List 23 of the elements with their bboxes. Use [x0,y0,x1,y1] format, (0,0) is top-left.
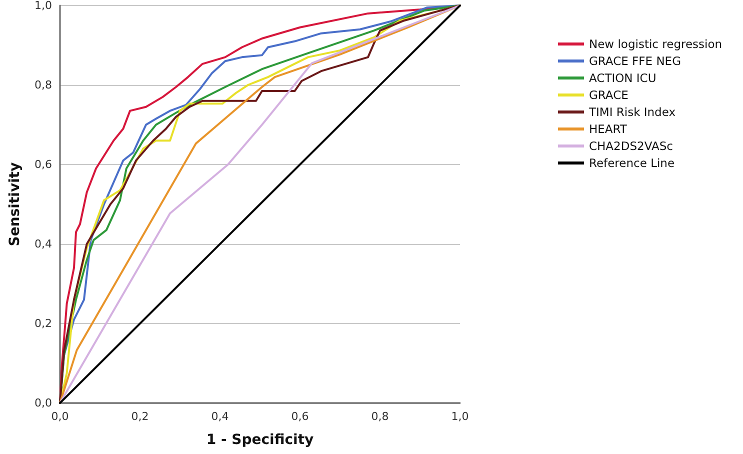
y-tick-label: 0,8 [34,78,52,92]
y-tick-label: 0,6 [34,158,52,171]
x-tick-label: 0,4 [211,410,229,423]
legend-label: HEART [589,122,628,136]
legend-label: ACTION ICU [589,71,656,85]
line-series [59,4,461,404]
y-tick-label: 0,4 [34,238,52,250]
x-tick-label: 0,8 [371,410,389,423]
x-tick-label: 0,6 [291,410,309,423]
legend-label: TIMI Risk Index [588,105,676,119]
legend-label: GRACE FFE NEG [589,54,681,68]
x-tick-label: 0,2 [131,410,149,423]
legend-label: GRACE [589,88,628,102]
x-tick-label: 0,0 [51,410,69,423]
y-tick-label: 0,2 [34,317,52,330]
legend-label: CHA2DS2VASc [589,139,673,153]
y-tick-label: 1,0 [34,0,52,12]
y-axis-title: Sensitivity [7,162,23,246]
x-axis-title: 1 - Specificity [206,432,314,448]
legend-label: New logistic regression [589,37,722,51]
y-tick-label: 0,0 [34,396,52,410]
x-tick-label: 1,0 [451,410,469,423]
legend-label: Reference Line [589,156,675,170]
